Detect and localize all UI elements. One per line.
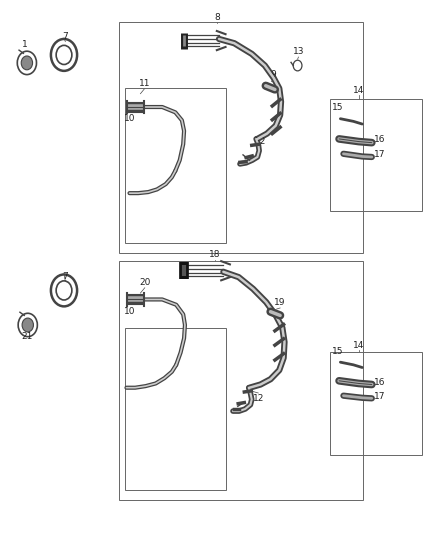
Bar [119, 22, 363, 253]
Bar [330, 99, 422, 211]
Circle shape [21, 56, 32, 70]
Bar [125, 328, 226, 490]
Text: 13: 13 [293, 47, 304, 56]
Text: 9: 9 [271, 70, 276, 78]
Circle shape [22, 318, 33, 332]
Text: 19: 19 [274, 298, 286, 307]
Text: 18: 18 [209, 251, 220, 260]
Bar [330, 352, 422, 455]
Text: 7: 7 [63, 32, 68, 41]
Text: 16: 16 [374, 135, 385, 144]
Text: 11: 11 [139, 78, 151, 87]
Text: 7: 7 [63, 272, 68, 280]
Text: 8: 8 [214, 13, 220, 22]
Text: 16: 16 [374, 378, 385, 387]
Text: 20: 20 [139, 278, 151, 287]
Bar [119, 261, 363, 500]
Text: 17: 17 [374, 150, 385, 159]
Text: 10: 10 [124, 114, 135, 123]
Text: 17: 17 [374, 392, 385, 401]
Text: 1: 1 [22, 40, 28, 49]
Text: 14: 14 [353, 341, 364, 350]
Text: 12: 12 [255, 137, 266, 146]
Bar [125, 88, 226, 243]
Text: 15: 15 [332, 347, 344, 356]
Text: 21: 21 [21, 332, 32, 341]
Text: 15: 15 [332, 102, 344, 111]
Text: 12: 12 [253, 394, 264, 403]
Text: 14: 14 [353, 85, 364, 94]
Text: 10: 10 [124, 307, 135, 316]
